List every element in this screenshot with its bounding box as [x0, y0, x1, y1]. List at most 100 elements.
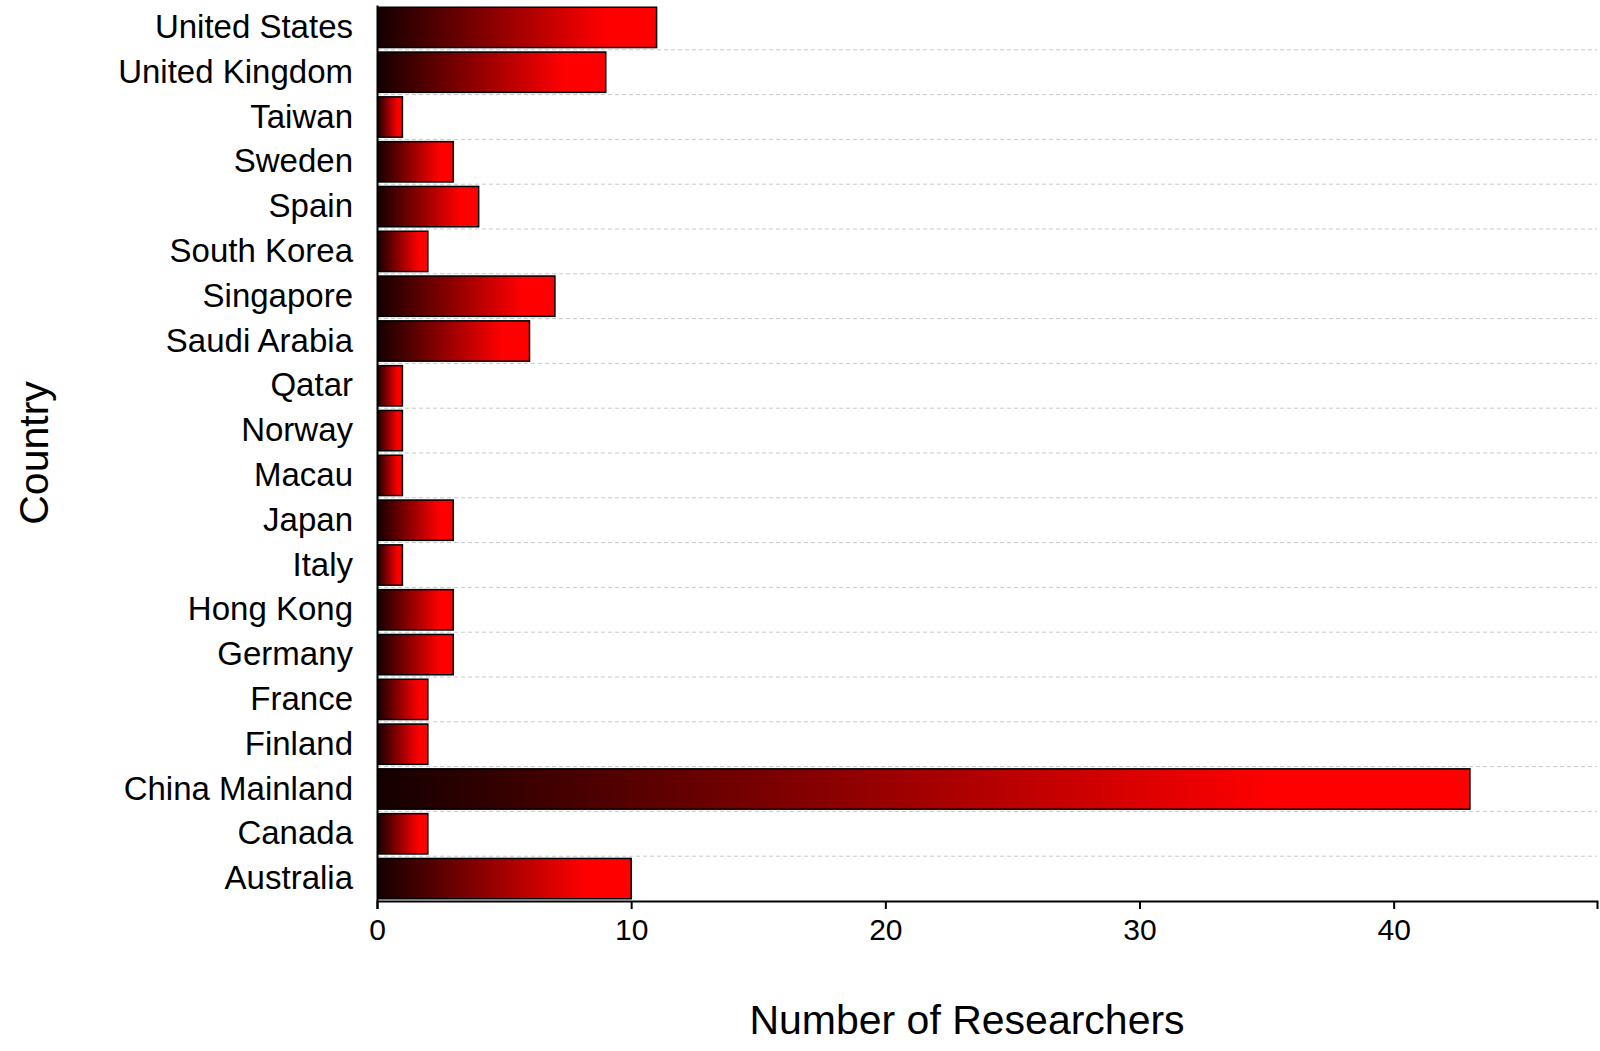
grid-line	[377, 811, 1597, 812]
grid-line	[377, 408, 1597, 409]
y-tick: Australia	[225, 859, 377, 896]
x-tick: 20	[869, 901, 902, 946]
grid-line	[377, 856, 1597, 857]
x-tick: 40	[1377, 901, 1410, 946]
grid-line	[377, 766, 1597, 767]
grid-line	[377, 587, 1597, 588]
y-tick-label: Singapore	[203, 277, 353, 314]
bars	[377, 7, 1470, 899]
x-tick-label: 20	[869, 913, 902, 946]
grid-line	[377, 632, 1597, 633]
y-tick-label: Finland	[245, 725, 353, 762]
x-axis: 0 10 20 30 40	[369, 901, 1597, 946]
y-tick-label: United States	[155, 8, 353, 45]
y-tick: Japan	[263, 501, 377, 538]
y-tick: United States	[155, 8, 377, 45]
x-tick: 10	[615, 901, 648, 946]
y-tick-label: Qatar	[270, 366, 353, 403]
x-tick-label: 10	[615, 913, 648, 946]
grid-line	[377, 721, 1597, 722]
y-tick: Macau	[254, 456, 377, 493]
bar	[377, 52, 606, 92]
x-tick: 0	[369, 901, 386, 946]
x-tick-label: 0	[369, 913, 386, 946]
y-tick-label: Hong Kong	[188, 590, 353, 627]
y-tick-label: Sweden	[234, 142, 353, 179]
x-tick-label: 30	[1123, 913, 1156, 946]
plot: 0 10 20 30 40 United States United Kingdom Taiw…	[118, 6, 1597, 947]
grid-line	[377, 94, 1597, 95]
y-tick: China Mainland	[124, 770, 377, 807]
y-tick-label: Spain	[269, 187, 353, 224]
x-tick-mark	[885, 901, 887, 909]
grid-line	[377, 453, 1597, 454]
grid-line	[377, 49, 1597, 50]
y-tick: Canada	[237, 814, 377, 851]
y-tick-label: Canada	[237, 814, 353, 851]
grid-line	[377, 318, 1597, 319]
y-axis-line	[377, 6, 379, 902]
y-tick: United Kingdom	[118, 53, 377, 90]
x-axis-title: Number of Researchers	[749, 997, 1184, 1043]
bar	[377, 321, 530, 361]
bar	[377, 276, 555, 316]
grid-line	[377, 363, 1597, 364]
x-tick-label: 40	[1377, 913, 1410, 946]
x-tick-mark	[631, 901, 633, 909]
grid	[377, 50, 1597, 856]
bar	[377, 186, 479, 226]
bar	[377, 590, 453, 630]
grid-line	[377, 677, 1597, 678]
y-tick-label: China Mainland	[124, 770, 353, 807]
bar	[377, 455, 402, 495]
y-tick-label: Norway	[241, 411, 353, 448]
y-tick: Taiwan	[250, 98, 377, 135]
y-tick: Spain	[269, 187, 377, 224]
bar	[377, 500, 453, 540]
y-tick: Italy	[292, 546, 377, 583]
grid-line	[377, 542, 1597, 543]
y-tick-label: France	[250, 680, 353, 717]
y-tick-label: Saudi Arabia	[166, 322, 354, 359]
y-tick: Saudi Arabia	[166, 322, 377, 359]
bar	[377, 366, 402, 406]
y-tick: Singapore	[203, 277, 377, 314]
bar	[377, 231, 428, 271]
bar	[377, 634, 453, 674]
y-tick: South Korea	[170, 232, 377, 269]
bar	[377, 769, 1470, 809]
bar	[377, 410, 402, 450]
bar	[377, 724, 428, 764]
chart: 0 10 20 30 40 United States United Kingdom Taiw…	[0, 0, 1600, 1051]
x-tick-mark	[1393, 901, 1395, 909]
x-tick-mark	[377, 901, 379, 909]
y-tick: Sweden	[234, 142, 377, 179]
grid-line	[377, 184, 1597, 185]
x-tick: 30	[1123, 901, 1156, 946]
x-tick-mark	[1139, 901, 1141, 909]
bar	[377, 142, 453, 182]
y-tick-label: Australia	[225, 859, 354, 896]
grid-line	[377, 139, 1597, 140]
y-tick-label: Italy	[292, 546, 353, 583]
y-tick-label: United Kingdom	[118, 53, 353, 90]
y-tick-label: Taiwan	[250, 98, 353, 135]
y-tick: Norway	[241, 411, 377, 448]
bar	[377, 545, 402, 585]
y-tick: France	[250, 680, 377, 717]
y-tick: Hong Kong	[188, 590, 377, 627]
bar	[377, 7, 657, 47]
y-tick: Qatar	[270, 366, 377, 403]
grid-line	[377, 273, 1597, 274]
y-tick-label: Japan	[263, 501, 353, 538]
bar	[377, 858, 631, 898]
y-tick: Germany	[217, 635, 377, 672]
y-tick-label: Macau	[254, 456, 353, 493]
y-tick: Finland	[245, 725, 377, 762]
bar	[377, 814, 428, 854]
grid-line	[377, 229, 1597, 230]
y-tick-label: Germany	[217, 635, 353, 672]
x-axis-line	[378, 902, 1598, 910]
bar	[377, 97, 402, 137]
bar	[377, 679, 428, 719]
